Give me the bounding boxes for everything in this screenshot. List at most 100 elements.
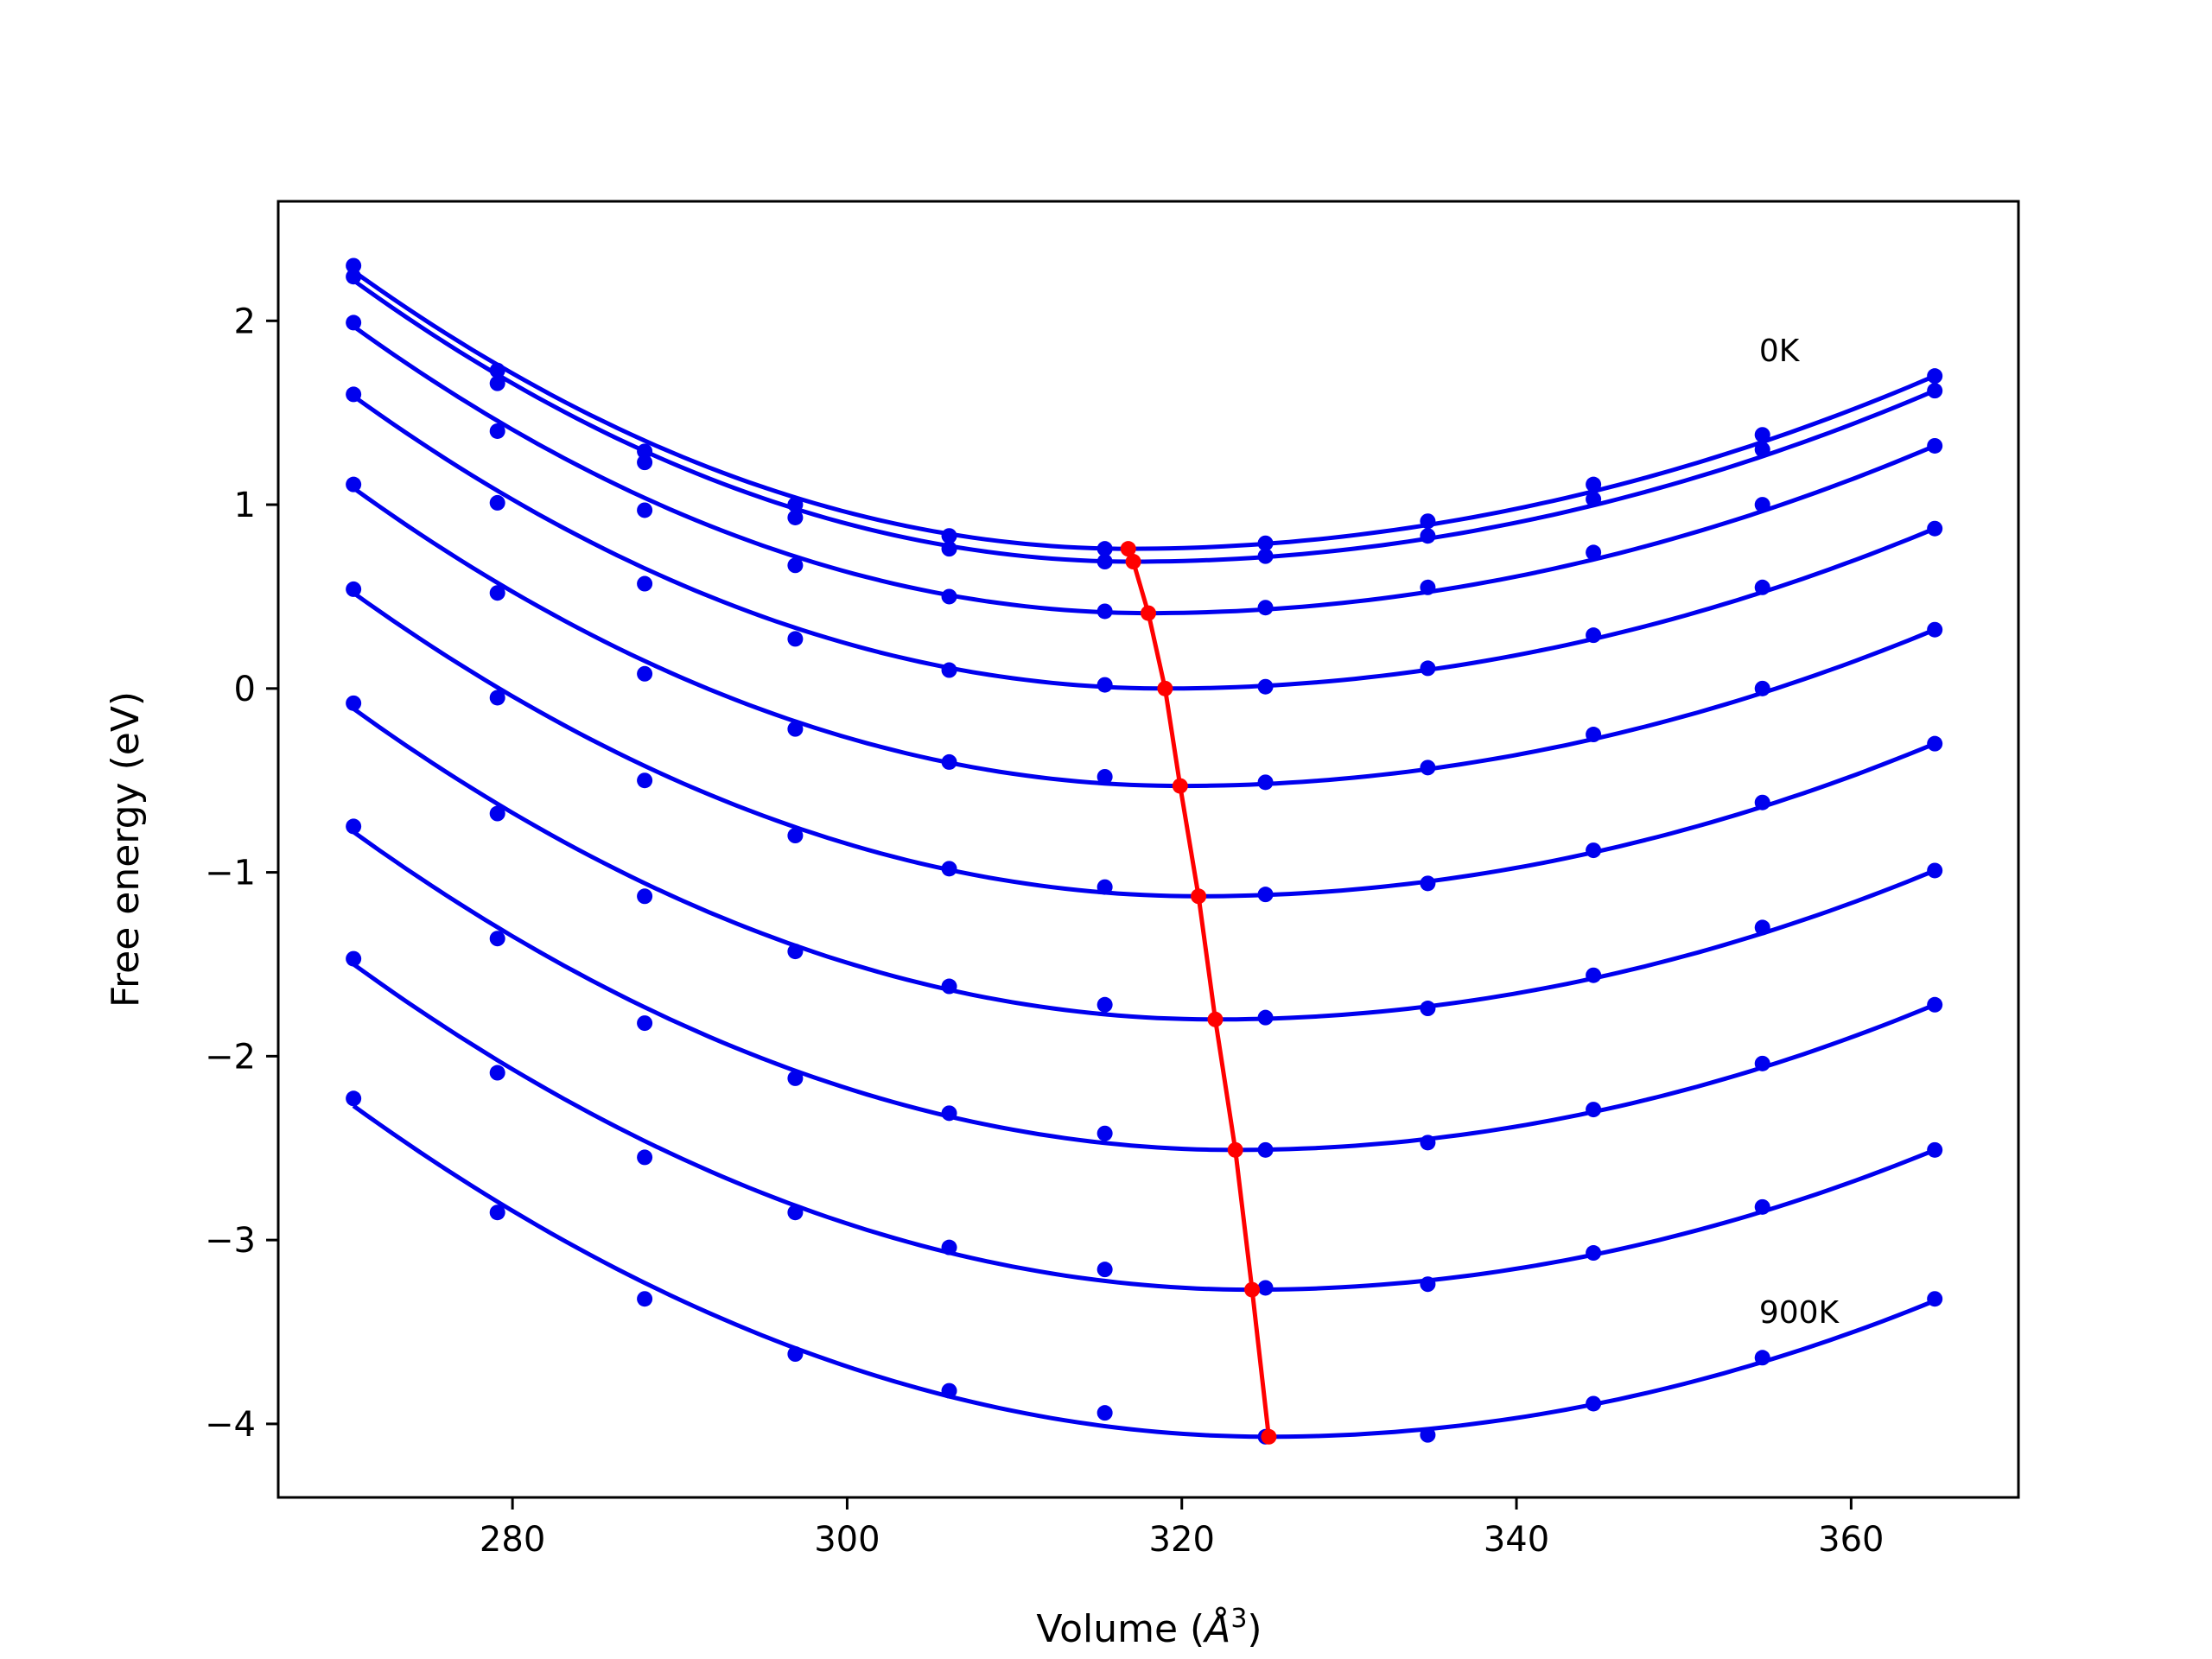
data-point xyxy=(941,541,957,557)
data-point xyxy=(941,978,957,995)
data-point xyxy=(1754,794,1770,810)
data-point xyxy=(1420,1427,1436,1443)
data-point xyxy=(1420,513,1436,530)
data-point xyxy=(346,257,362,274)
data-point xyxy=(941,753,957,770)
data-point xyxy=(1420,528,1436,544)
x-axis-ticks: 280 300 320 340 360 xyxy=(480,1497,1885,1560)
data-point xyxy=(1586,727,1602,743)
curve-5 xyxy=(352,591,1936,899)
data-point xyxy=(941,1382,957,1399)
curve-7 xyxy=(352,830,1936,1153)
data-point xyxy=(637,1291,653,1307)
data-point xyxy=(489,423,505,439)
data-point xyxy=(346,476,362,493)
data-point xyxy=(1257,678,1274,695)
data-point xyxy=(1927,735,1943,752)
data-point xyxy=(941,662,957,678)
data-point xyxy=(1927,437,1943,454)
data-point xyxy=(1096,677,1113,693)
data-point xyxy=(346,695,362,711)
data-point xyxy=(1096,1262,1113,1278)
data-point xyxy=(787,631,804,647)
data-point xyxy=(489,494,505,511)
data-points xyxy=(346,257,1943,1445)
data-point xyxy=(637,443,653,460)
data-point xyxy=(346,818,362,835)
data-point xyxy=(1927,520,1943,537)
data-point xyxy=(346,1090,362,1107)
data-point xyxy=(1586,842,1602,859)
data-point xyxy=(637,1015,653,1032)
data-point xyxy=(1420,875,1436,892)
data-point xyxy=(489,1065,505,1081)
data-point xyxy=(1096,603,1113,620)
data-point xyxy=(1754,680,1770,696)
data-point xyxy=(1754,579,1770,595)
data-point xyxy=(637,1149,653,1166)
data-point xyxy=(489,931,505,947)
data-point xyxy=(1420,1276,1436,1293)
minimum-point xyxy=(1141,605,1156,621)
data-point xyxy=(1420,579,1436,595)
minimum-point xyxy=(1244,1281,1261,1298)
data-point xyxy=(1096,1125,1113,1141)
data-point xyxy=(1257,1009,1274,1026)
data-point xyxy=(1420,1135,1436,1151)
data-point xyxy=(637,888,653,905)
minimum-trend-line xyxy=(1126,548,1271,1438)
data-point xyxy=(1927,1291,1943,1307)
data-point xyxy=(1586,1245,1602,1262)
data-point xyxy=(1927,862,1943,879)
data-point xyxy=(1754,919,1770,936)
curve-0 xyxy=(352,269,1936,551)
y-tick-label: 0 xyxy=(234,670,256,709)
data-point xyxy=(941,1105,957,1122)
data-point xyxy=(1096,879,1113,895)
data-point xyxy=(1257,548,1274,564)
data-point xyxy=(1586,1102,1602,1118)
curve-4 xyxy=(352,486,1936,789)
minimum-point xyxy=(1227,1141,1243,1158)
data-point xyxy=(941,528,957,544)
data-point xyxy=(489,362,505,378)
data-point xyxy=(489,690,505,706)
data-point xyxy=(1927,368,1943,385)
data-point xyxy=(787,1070,804,1086)
data-point xyxy=(1586,967,1602,983)
data-point xyxy=(1257,535,1274,551)
y-tick-label: −4 xyxy=(205,1405,256,1445)
data-point xyxy=(1096,554,1113,570)
data-point xyxy=(1096,541,1113,557)
minimum-point xyxy=(1172,778,1188,794)
data-point xyxy=(787,1346,804,1363)
annotation-label: 900K xyxy=(1759,1295,1840,1331)
data-point xyxy=(1096,1405,1113,1421)
data-point xyxy=(1927,996,1943,1013)
data-point xyxy=(1754,442,1770,458)
data-point xyxy=(1754,1055,1770,1071)
data-point xyxy=(346,386,362,403)
data-point xyxy=(941,861,957,877)
data-point xyxy=(489,585,505,601)
curve-6 xyxy=(352,707,1936,1022)
minimum-point xyxy=(1157,680,1173,696)
data-point xyxy=(637,772,653,789)
data-point xyxy=(1927,621,1943,638)
data-point xyxy=(346,315,362,331)
curve-1 xyxy=(352,278,1936,564)
data-point xyxy=(787,497,804,513)
data-point xyxy=(1420,760,1436,776)
data-point xyxy=(787,557,804,574)
minimum-line xyxy=(1120,541,1277,1445)
data-point xyxy=(1754,497,1770,513)
minimum-point xyxy=(1120,541,1136,557)
data-point xyxy=(1754,1198,1770,1215)
data-point xyxy=(1754,427,1770,443)
data-point xyxy=(1586,491,1602,507)
data-point xyxy=(1420,1001,1436,1017)
data-point xyxy=(637,575,653,592)
data-point xyxy=(1096,996,1113,1013)
minimum-point xyxy=(1207,1011,1224,1027)
minimum-point xyxy=(1125,554,1141,570)
